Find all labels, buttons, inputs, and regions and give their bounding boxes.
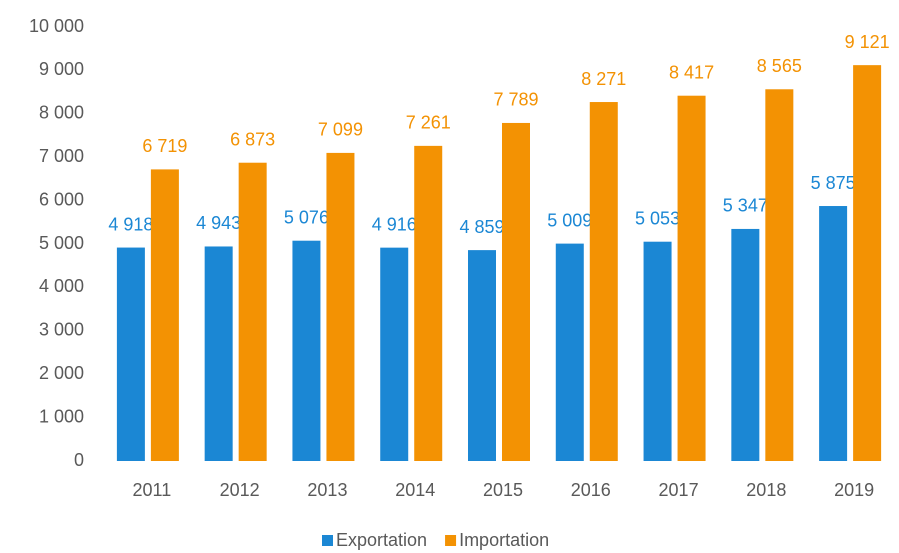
y-tick-label: 8 000 [39, 103, 84, 123]
data-label: 5 875 [811, 173, 856, 193]
bar [502, 122, 530, 461]
y-tick-label: 2 000 [39, 363, 84, 383]
bar [853, 65, 882, 462]
y-tick-label: 5 000 [39, 233, 84, 253]
data-label: 5 009 [547, 210, 592, 230]
x-tick-label: 2013 [307, 480, 347, 500]
bar [238, 162, 267, 462]
data-label: 5 076 [284, 207, 329, 227]
data-label: 4 859 [459, 217, 504, 237]
bar [555, 243, 584, 461]
data-label: 5 347 [723, 196, 768, 216]
y-tick-label: 4 000 [39, 276, 84, 296]
data-label: 4 916 [372, 214, 417, 234]
bar [643, 241, 672, 461]
bar [765, 89, 794, 462]
x-tick-label: 2019 [834, 480, 874, 500]
data-label: 5 053 [635, 208, 680, 228]
x-tick-label: 2011 [133, 480, 172, 500]
legend-swatch [445, 535, 457, 546]
data-label: 6 719 [142, 136, 187, 156]
data-label: 9 121 [845, 32, 890, 52]
y-tick-label: 3 000 [39, 320, 84, 340]
data-label: 8 565 [757, 56, 802, 76]
bar [819, 206, 848, 461]
bar [292, 240, 321, 461]
y-tick-label: 9 000 [39, 59, 84, 79]
legend-swatch [322, 535, 333, 546]
y-tick-label: 7 000 [39, 146, 84, 166]
bar [204, 246, 233, 461]
x-tick-label: 2014 [395, 480, 435, 500]
y-tick-label: 0 [74, 450, 84, 470]
data-label: 7 789 [493, 90, 538, 110]
bar [468, 250, 496, 461]
data-label: 6 873 [230, 129, 275, 149]
x-tick-label: 2017 [659, 480, 699, 500]
bar [380, 247, 409, 461]
data-label: 4 943 [196, 213, 241, 233]
data-label: 4 918 [108, 214, 153, 234]
y-tick-label: 10 000 [29, 16, 84, 36]
bar [326, 152, 355, 462]
y-tick-label: 6 000 [39, 189, 84, 209]
x-tick-label: 2012 [220, 480, 260, 500]
data-label: 8 271 [581, 69, 626, 89]
data-label: 7 099 [318, 120, 363, 140]
bar [150, 169, 179, 462]
bar [116, 247, 145, 461]
legend-label: Exportation [336, 530, 427, 550]
y-tick-label: 1 000 [39, 406, 84, 426]
data-label: 7 261 [406, 113, 451, 133]
x-tick-label: 2018 [746, 480, 786, 500]
x-tick-label: 2016 [571, 480, 611, 500]
bar [414, 145, 443, 461]
legend-label: Importation [459, 530, 549, 550]
bar [731, 228, 760, 461]
x-tick-label: 2015 [483, 480, 523, 500]
bar [589, 102, 618, 461]
data-label: 8 417 [669, 62, 714, 82]
bar [677, 95, 706, 461]
